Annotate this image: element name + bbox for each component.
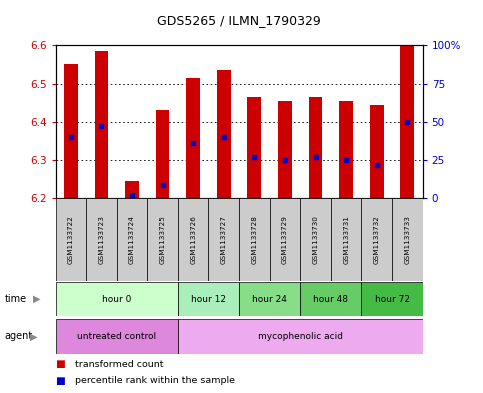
- Bar: [56, 319, 178, 354]
- Bar: [95, 51, 108, 198]
- Bar: [392, 198, 423, 281]
- Text: GSM1133724: GSM1133724: [129, 215, 135, 264]
- Bar: [186, 78, 200, 198]
- Text: transformed count: transformed count: [75, 360, 163, 369]
- Bar: [370, 105, 384, 198]
- Bar: [339, 101, 353, 198]
- Bar: [361, 282, 423, 316]
- Text: GSM1133731: GSM1133731: [343, 215, 349, 264]
- Bar: [178, 198, 209, 281]
- Bar: [361, 198, 392, 281]
- Text: ■: ■: [56, 376, 65, 386]
- Bar: [117, 198, 147, 281]
- Text: GSM1133726: GSM1133726: [190, 215, 196, 264]
- Bar: [178, 319, 423, 354]
- Bar: [300, 198, 331, 281]
- Bar: [178, 282, 239, 316]
- Text: hour 24: hour 24: [252, 295, 287, 303]
- Bar: [247, 97, 261, 198]
- Bar: [56, 198, 86, 281]
- Text: GSM1133729: GSM1133729: [282, 215, 288, 264]
- Bar: [86, 198, 117, 281]
- Text: ▶: ▶: [33, 294, 41, 304]
- Text: ■: ■: [56, 359, 65, 369]
- Bar: [400, 45, 414, 198]
- Bar: [56, 282, 178, 316]
- Text: GSM1133728: GSM1133728: [251, 215, 257, 264]
- Bar: [239, 198, 270, 281]
- Bar: [156, 110, 170, 198]
- Bar: [147, 198, 178, 281]
- Bar: [270, 198, 300, 281]
- Bar: [217, 70, 231, 198]
- Bar: [300, 282, 361, 316]
- Bar: [64, 64, 78, 198]
- Text: agent: agent: [5, 331, 33, 342]
- Text: GSM1133723: GSM1133723: [99, 215, 104, 264]
- Text: ▶: ▶: [30, 331, 38, 342]
- Text: GSM1133727: GSM1133727: [221, 215, 227, 264]
- Text: GDS5265 / ILMN_1790329: GDS5265 / ILMN_1790329: [157, 14, 321, 27]
- Text: untreated control: untreated control: [77, 332, 156, 341]
- Bar: [309, 97, 323, 198]
- Bar: [125, 181, 139, 198]
- Text: time: time: [5, 294, 27, 304]
- Text: mycophenolic acid: mycophenolic acid: [258, 332, 343, 341]
- Bar: [209, 198, 239, 281]
- Text: hour 0: hour 0: [102, 295, 131, 303]
- Text: GSM1133725: GSM1133725: [159, 215, 166, 264]
- Bar: [239, 282, 300, 316]
- Text: hour 12: hour 12: [191, 295, 226, 303]
- Text: GSM1133730: GSM1133730: [313, 215, 319, 264]
- Text: GSM1133733: GSM1133733: [404, 215, 411, 264]
- Text: GSM1133722: GSM1133722: [68, 215, 74, 264]
- Bar: [331, 198, 361, 281]
- Text: GSM1133732: GSM1133732: [374, 215, 380, 264]
- Text: hour 48: hour 48: [313, 295, 348, 303]
- Bar: [278, 101, 292, 198]
- Text: percentile rank within the sample: percentile rank within the sample: [75, 376, 235, 385]
- Text: hour 72: hour 72: [374, 295, 410, 303]
